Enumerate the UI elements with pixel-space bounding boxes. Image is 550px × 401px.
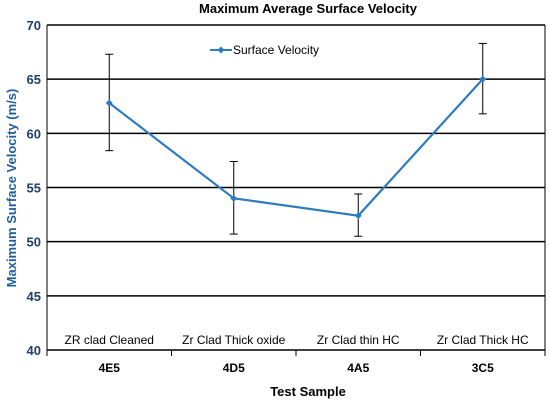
- grid-lines: [46, 24, 546, 351]
- y-tick-label: 55: [27, 181, 41, 196]
- category-annotation: Zr Clad thin HC: [317, 333, 400, 347]
- x-axis-label: Test Sample: [270, 384, 346, 399]
- data-point: [105, 99, 113, 107]
- y-tick-label: 50: [27, 235, 41, 250]
- data-point: [230, 194, 238, 202]
- y-axis-label: Maximum Surface Velocity (m/s): [4, 89, 19, 288]
- x-tick-label: 4D5: [223, 361, 245, 375]
- legend-label: Surface Velocity: [233, 43, 319, 57]
- series-line-path: [108, 78, 484, 217]
- data-point: [479, 75, 487, 83]
- legend-marker: [217, 46, 225, 54]
- y-tick-label: 70: [27, 18, 41, 33]
- category-annotation: Zr Clad Thick HC: [437, 333, 529, 347]
- y-tick-label: 45: [27, 289, 41, 304]
- x-tick-label: 3C5: [472, 361, 494, 375]
- x-axis-ticks: 4E5 4D5 4A5 3C5: [46, 350, 546, 375]
- y-tick-label: 40: [27, 343, 41, 358]
- series-line: [105, 75, 487, 220]
- data-point: [354, 212, 362, 220]
- y-axis-ticks: 40 45 50 55 60 65 70: [27, 18, 41, 358]
- category-annotations: ZR clad Cleaned Zr Clad Thick oxide Zr Cla…: [65, 333, 529, 347]
- y-tick-label: 60: [27, 126, 41, 141]
- legend: Surface Velocity: [210, 43, 319, 57]
- category-annotation: Zr Clad Thick oxide: [182, 333, 285, 347]
- x-tick-label: 4E5: [99, 361, 121, 375]
- category-annotation: ZR clad Cleaned: [65, 333, 154, 347]
- y-tick-label: 65: [27, 72, 41, 87]
- x-tick-label: 4A5: [347, 361, 369, 375]
- chart-title: Maximum Average Surface Velocity: [199, 1, 418, 16]
